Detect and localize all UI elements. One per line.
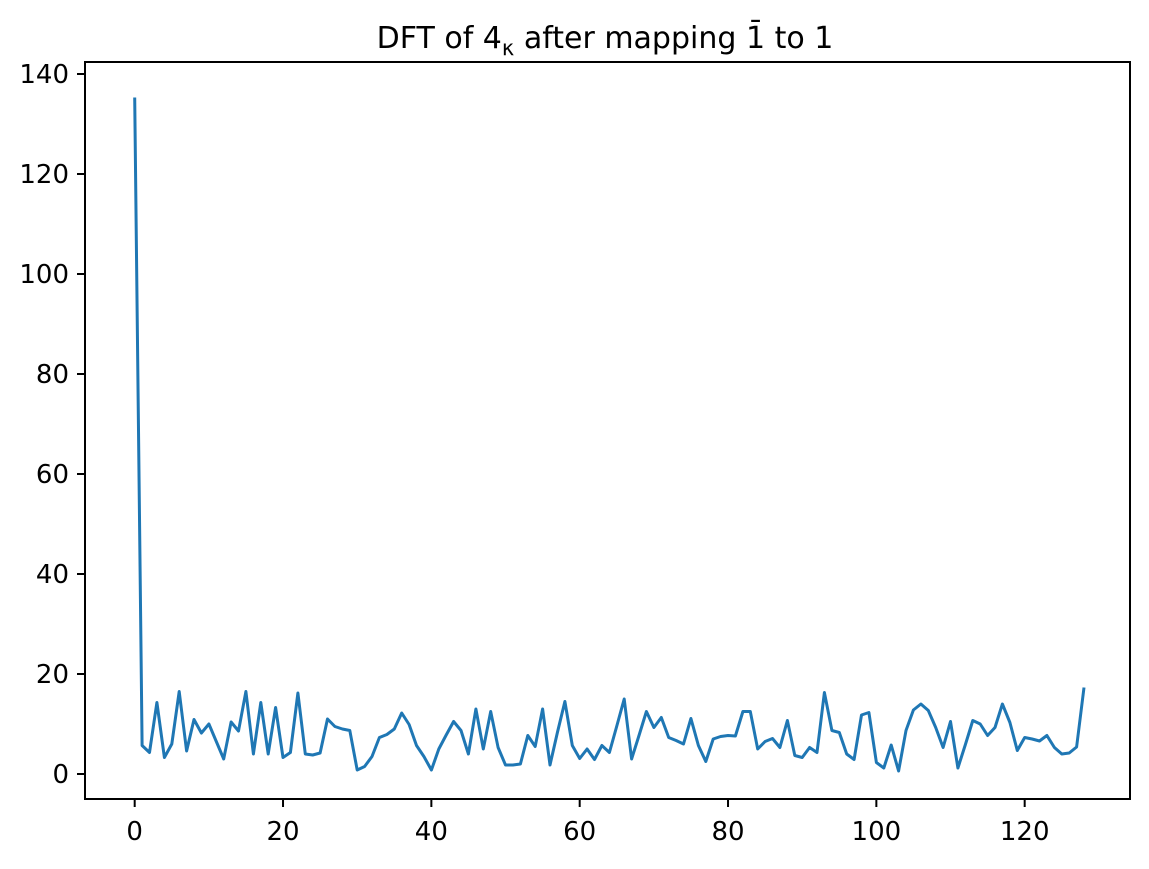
- y-tick-label: 40: [36, 560, 69, 590]
- x-tick-label: 0: [126, 817, 143, 847]
- x-tick-label: 20: [266, 817, 299, 847]
- x-tick-label: 120: [1000, 817, 1050, 847]
- y-tick-label: 140: [19, 60, 69, 90]
- x-tick-label: 60: [563, 817, 596, 847]
- chart-title: DFT of 4κ after mapping 1̄ to 1: [377, 20, 834, 60]
- y-tick-label: 0: [52, 760, 69, 790]
- x-tick-label: 80: [711, 817, 744, 847]
- axes-spines: [84, 61, 1131, 800]
- y-tick-label: 100: [19, 260, 69, 290]
- dft-magnitude-line: [133, 97, 1086, 773]
- y-tick-label: 20: [36, 660, 69, 690]
- y-tick-label: 60: [36, 460, 69, 490]
- x-tick-label: 100: [852, 817, 902, 847]
- y-tick-label: 120: [19, 160, 69, 190]
- y-tick-label: 80: [36, 360, 69, 390]
- x-axis-ticks: 0 20 40 60 80 100 120: [126, 799, 1050, 847]
- x-tick-label: 40: [415, 817, 448, 847]
- y-axis-ticks: 0 20 40 60 80 100 120 140: [19, 60, 85, 790]
